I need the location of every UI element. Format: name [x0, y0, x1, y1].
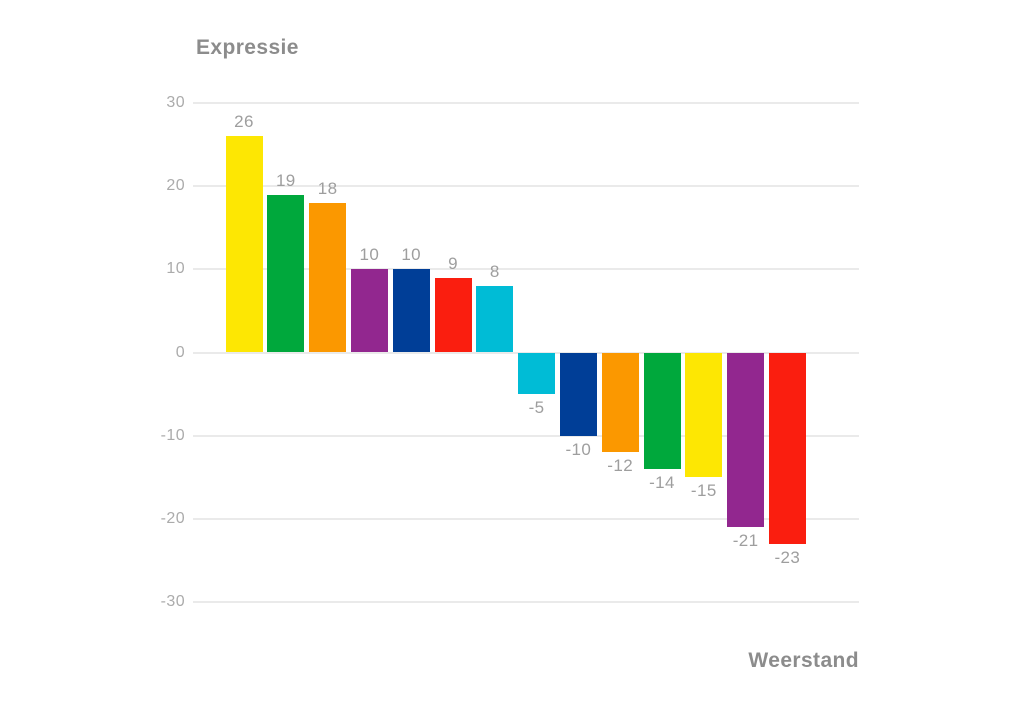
y-tick-label: -20: [160, 509, 185, 527]
bar: [768, 352, 806, 544]
bar-value-label: 26: [234, 112, 254, 132]
gridline: [193, 102, 859, 105]
bar: [643, 352, 681, 469]
bar: [559, 352, 597, 436]
bar: [225, 136, 263, 353]
bar-value-label: 10: [401, 245, 422, 265]
bar: [476, 286, 514, 353]
bar: [267, 194, 305, 353]
bar-value-label: -15: [690, 481, 717, 501]
y-tick-label: 10: [166, 260, 185, 278]
bar: [392, 269, 430, 353]
gridline: [193, 517, 859, 520]
bar-value-label: 9: [448, 253, 458, 273]
bar-value-label: -5: [528, 398, 545, 418]
y-tick-label: -30: [160, 592, 185, 610]
bar: [601, 352, 639, 453]
bar: [309, 202, 347, 353]
bar-value-label: 8: [489, 262, 500, 282]
bar-value-label: -10: [565, 439, 592, 459]
bar: [350, 269, 388, 353]
bar: [727, 352, 765, 527]
bar: [685, 352, 723, 478]
y-tick-label: 0: [175, 343, 185, 361]
bar: [518, 352, 556, 395]
bar-value-label: 18: [317, 178, 338, 198]
bar-value-label: -21: [732, 531, 759, 550]
gridline: [193, 434, 859, 437]
y-tick-label: 20: [166, 177, 185, 195]
bar-value-label: -23: [774, 547, 801, 567]
bar-value-label: 10: [359, 245, 380, 265]
y-tick-label: 30: [166, 94, 185, 112]
x-axis-title: Weerstand: [748, 649, 859, 672]
bar-value-label: -14: [649, 472, 675, 492]
gridline: [193, 268, 859, 271]
gridline: [193, 185, 859, 188]
bar: [434, 277, 472, 353]
gridline: [193, 600, 859, 603]
y-axis-title: Expressie: [196, 36, 299, 59]
bar-value-label: 19: [275, 170, 296, 190]
bar-value-label: -12: [607, 456, 634, 476]
y-tick-label: -10: [160, 426, 185, 444]
